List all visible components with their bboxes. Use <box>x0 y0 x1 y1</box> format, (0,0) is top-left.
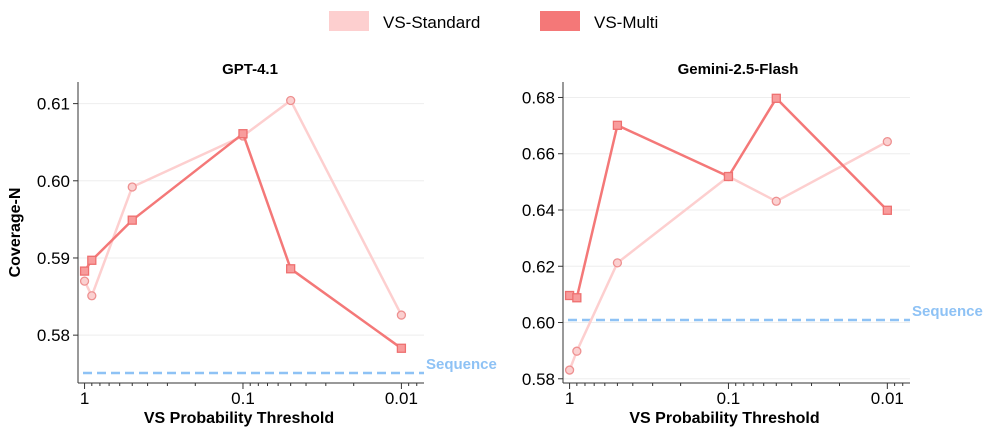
legend: VS-Standard VS-Multi <box>329 11 658 32</box>
legend-label-vs-multi: VS-Multi <box>594 13 658 32</box>
y-tick-label: 0.68 <box>522 88 555 107</box>
x-axis-label: VS Probability Threshold <box>629 410 819 427</box>
data-point-vs-multi <box>612 120 623 130</box>
y-tick-label: 0.58 <box>522 370 555 389</box>
x-tick-label: 1 <box>80 389 89 408</box>
y-tick-label: 0.64 <box>522 201 555 220</box>
legend-label-vs-standard: VS-Standard <box>383 13 480 32</box>
y-axis-label: Coverage-N <box>7 188 24 278</box>
x-axis-label: VS Probability Threshold <box>144 410 334 427</box>
data-point-vs-multi <box>286 264 296 274</box>
y-tick-label: 0.61 <box>37 95 70 114</box>
data-point-vs-standard <box>882 136 892 147</box>
data-point-vs-multi <box>87 255 97 265</box>
data-point-vs-multi <box>771 93 781 103</box>
data-point-vs-multi <box>723 171 734 182</box>
chart-title: Gemini-2.5-Flash <box>678 61 799 78</box>
data-point-vs-multi <box>572 293 582 303</box>
data-point-vs-standard <box>771 196 781 206</box>
data-point-vs-standard <box>396 310 407 320</box>
sequence-label: Sequence <box>426 356 497 373</box>
legend-swatch-vs-standard <box>329 11 369 31</box>
legend-swatch-vs-multi <box>540 11 580 31</box>
x-tick-label: 0.01 <box>385 389 418 408</box>
y-tick-label: 0.62 <box>522 257 555 276</box>
y-tick-label: 0.58 <box>37 326 70 345</box>
y-tick-label: 0.60 <box>522 314 555 333</box>
y-tick-label: 0.60 <box>37 172 70 191</box>
data-point-vs-standard <box>127 182 137 192</box>
data-point-vs-standard <box>79 276 90 286</box>
data-point-vs-multi <box>127 215 137 225</box>
x-tick-label: 1 <box>565 389 574 408</box>
x-tick-label: 0.01 <box>871 389 904 408</box>
data-point-vs-multi <box>882 205 892 215</box>
sequence-label: Sequence <box>912 303 983 320</box>
data-point-vs-standard <box>87 291 97 301</box>
data-point-vs-standard <box>572 346 582 356</box>
data-point-vs-multi <box>79 266 90 276</box>
data-point-vs-standard <box>286 95 296 106</box>
data-point-vs-multi <box>396 343 407 353</box>
chart-title: GPT-4.1 <box>222 61 278 78</box>
x-tick-label: 0.1 <box>231 389 255 408</box>
series-line-vs-multi <box>83 132 403 350</box>
data-point-vs-multi <box>238 129 248 139</box>
chart-panel-gpt-4-1: GPT-4.1 0.58 0.59 0.60 0.61 1 0.1 0.01 VS Probab… <box>7 61 497 427</box>
data-point-vs-standard <box>612 258 623 268</box>
y-tick-label: 0.66 <box>522 145 555 164</box>
data-point-vs-standard <box>564 365 575 375</box>
chart-panel-gemini-2-5-flash: Gemini-2.5-Flash 0.58 0.60 0.62 0.64 0.66 0.68… <box>522 61 983 427</box>
x-tick-label: 0.1 <box>717 389 741 408</box>
y-tick-label: 0.59 <box>37 249 70 268</box>
